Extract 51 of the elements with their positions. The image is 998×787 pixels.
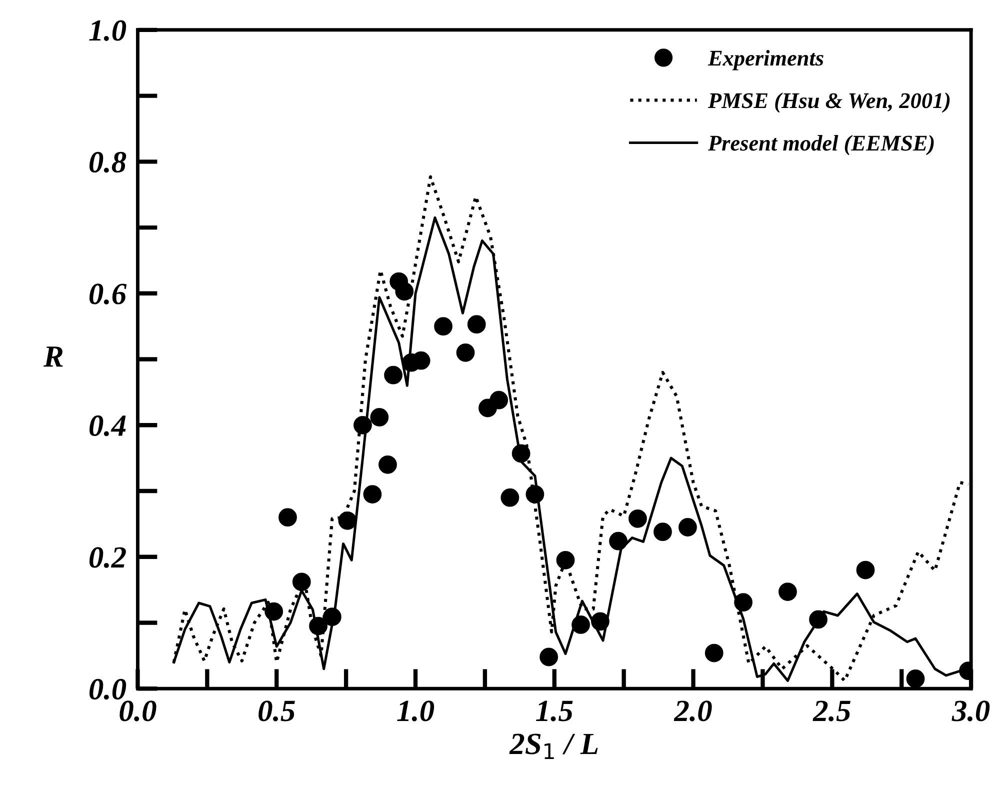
point: [354, 416, 372, 434]
point: [264, 602, 284, 621]
point: [456, 343, 475, 362]
point: [628, 509, 647, 528]
point: [384, 366, 402, 384]
x-tick-label: 0.5: [258, 700, 295, 722]
y-tick-label: 1.0: [89, 20, 126, 41]
y-tick-label: 0.2: [89, 547, 126, 568]
x-tick-label: 3.0: [952, 700, 990, 722]
point: [678, 518, 697, 536]
point: [500, 488, 520, 507]
x-axis-title: 2S$_{1}$ / L: [509, 734, 598, 759]
point: [526, 485, 544, 504]
y-tick-label: 0.6: [89, 284, 127, 304]
legend-label: Present model (EEMSE): [708, 135, 934, 156]
y-axis-title: R: [43, 346, 63, 367]
x-tick-label: 2.0: [674, 700, 712, 722]
point: [395, 282, 414, 301]
point: [591, 612, 610, 631]
y-tick-label: 0.0: [89, 678, 126, 700]
point: [609, 532, 628, 550]
point: [292, 572, 311, 592]
y-tick-label: 0.8: [89, 152, 126, 173]
x-tick-label: 0.0: [120, 700, 156, 722]
point: [512, 444, 530, 463]
point: [906, 670, 925, 688]
point: [809, 610, 828, 629]
point: [278, 508, 297, 527]
point: [309, 616, 328, 636]
point: [556, 550, 575, 570]
legend-label: Experiments: [708, 50, 824, 70]
point: [572, 616, 590, 634]
legend-label: PMSE (Hsu & Wen, 2001): [708, 92, 950, 113]
point: [734, 593, 752, 612]
point: [378, 455, 397, 474]
point: [434, 317, 452, 336]
point: [856, 560, 875, 580]
point: [370, 408, 389, 426]
point: [467, 315, 486, 334]
point: [704, 644, 724, 662]
point: [490, 390, 508, 410]
point: [778, 582, 797, 601]
point: [654, 522, 672, 542]
point: [338, 511, 357, 530]
x-tick-label: 2.5: [812, 700, 850, 722]
point: [363, 485, 382, 504]
point: [540, 648, 558, 666]
x-tick-label: 1.5: [536, 700, 573, 722]
y-tick-label: 0.4: [89, 415, 126, 436]
x-tick-label: 1.0: [397, 700, 434, 722]
point: [322, 608, 342, 626]
